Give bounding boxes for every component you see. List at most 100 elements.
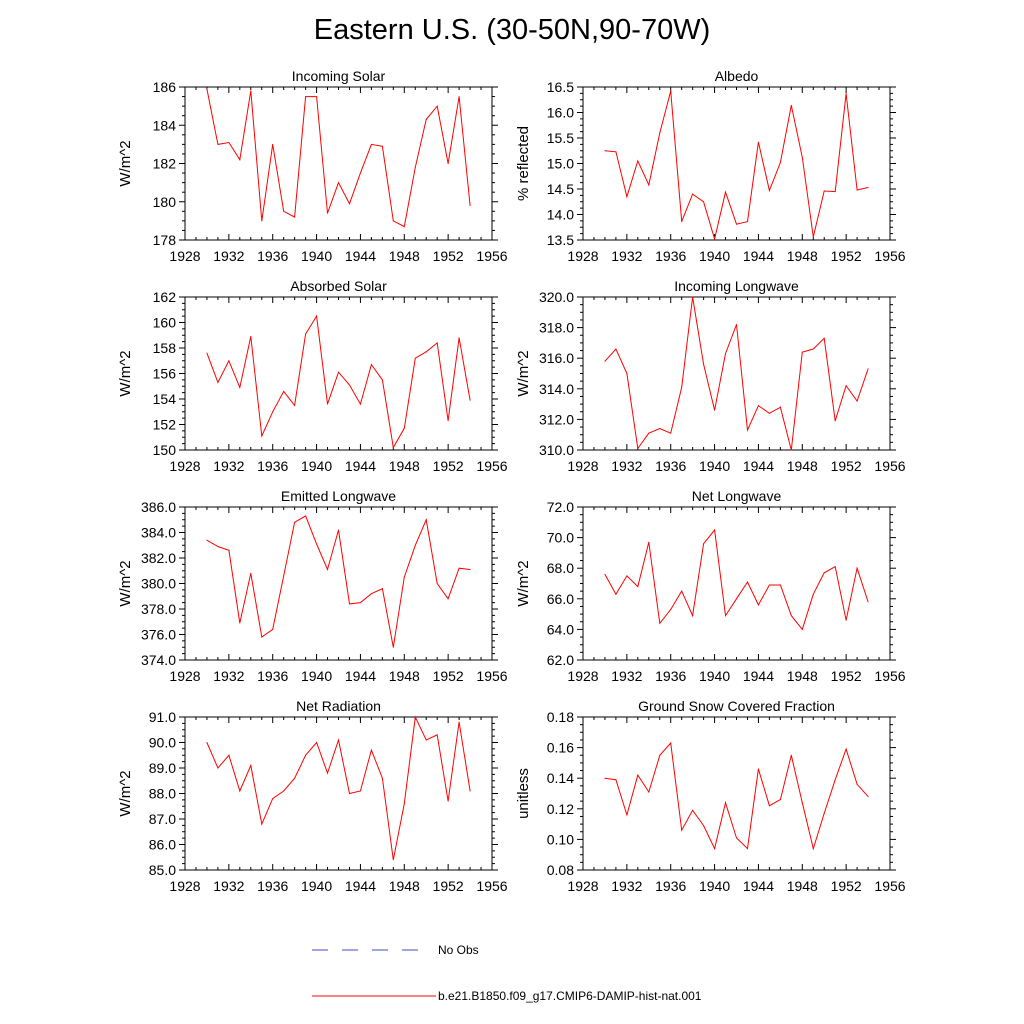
data-point [206, 539, 208, 541]
data-point [436, 342, 438, 344]
data-point [681, 386, 683, 388]
y-axis-label: W/m^2 [515, 560, 532, 606]
data-point [458, 567, 460, 569]
x-tick-label: 1948 [389, 668, 420, 684]
data-point [681, 221, 683, 223]
y-tick-label: 91.0 [149, 709, 176, 725]
data-point [294, 521, 296, 523]
data-point [670, 90, 672, 92]
panel-net-radiation: Net Radiation W/m^2 1928 1932 1936 1940 1944 19… [117, 698, 508, 894]
legend-label-no-obs: No Obs [438, 943, 479, 957]
x-tick-label: 1952 [433, 458, 464, 474]
y-tick-label: 89.0 [149, 760, 176, 776]
data-point [370, 593, 372, 595]
legend-label-model: b.e21.B1850.f09_g17.CMIP6-DAMIP-hist-nat… [438, 989, 702, 1003]
x-tick-label: 1952 [831, 458, 862, 474]
data-point [327, 772, 329, 774]
data-point [239, 387, 241, 389]
plot-frame [582, 506, 891, 661]
data-point [626, 373, 628, 374]
panel-title: Albedo [715, 68, 759, 84]
y-tick-label: 68.0 [547, 560, 574, 576]
data-point [692, 193, 694, 195]
data-point [305, 754, 307, 756]
data-point [403, 427, 405, 429]
x-tick-label: 1928 [169, 668, 200, 684]
data-point [768, 805, 770, 807]
y-tick-label: 186 [153, 79, 177, 95]
x-tick-label: 1940 [699, 668, 730, 684]
y-tick-label: 382.0 [141, 550, 176, 566]
panel-net-longwave: Net Longwave W/m^2 1928 1932 1936 1940 1944 194… [515, 488, 906, 684]
data-point [779, 161, 781, 163]
x-tick-label: 1928 [567, 458, 598, 474]
data-point [370, 364, 372, 366]
y-tick-label: 14.5 [547, 181, 574, 197]
data-point [469, 399, 471, 401]
data-point [261, 636, 263, 638]
data-point [348, 203, 350, 205]
data-point [239, 159, 241, 161]
y-axis-label: W/m^2 [117, 770, 134, 816]
data-point [736, 223, 737, 225]
x-tick-label: 1956 [476, 458, 507, 474]
x-tick-label: 1956 [874, 878, 905, 894]
x-tick-label: 1928 [567, 248, 598, 264]
data-point [648, 791, 650, 793]
data-point [692, 296, 694, 298]
series-line-emitted-longwave [206, 515, 471, 648]
data-point [283, 210, 285, 212]
data-point [823, 572, 825, 574]
x-tick-label: 1932 [611, 668, 642, 684]
data-point [845, 385, 847, 387]
data-point [801, 156, 803, 158]
data-point [392, 446, 394, 448]
plot-frame [582, 296, 891, 451]
data-point [338, 371, 339, 373]
data-point [217, 767, 219, 769]
y-tick-label: 374.0 [141, 652, 176, 668]
x-tick-label: 1928 [567, 668, 598, 684]
x-tick-label: 1952 [831, 668, 862, 684]
data-point [637, 160, 639, 162]
y-tick-label: 310.0 [539, 442, 574, 458]
data-point [856, 567, 858, 569]
x-tick-label: 1956 [874, 248, 905, 264]
data-point [659, 754, 661, 756]
panel-absorbed-solar: Absorbed Solar W/m^2 1928 1932 1936 1940 1944 1… [117, 278, 508, 474]
data-point [370, 143, 372, 145]
data-point [381, 379, 383, 381]
data-point [469, 568, 471, 570]
data-point [626, 814, 628, 816]
y-axis-label: W/m^2 [515, 350, 532, 396]
x-tick-label: 1932 [213, 248, 244, 264]
y-tick-label: 0.10 [547, 831, 574, 847]
data-point [768, 412, 770, 414]
data-point [381, 777, 383, 779]
panel-title: Absorbed Solar [290, 278, 387, 294]
data-point [714, 848, 716, 850]
data-point [834, 191, 836, 193]
data-point [604, 360, 606, 362]
data-point [714, 409, 716, 411]
data-point [228, 360, 230, 362]
x-tick-label: 1940 [301, 458, 332, 474]
data-point [659, 622, 661, 624]
y-tick-label: 320.0 [539, 289, 574, 305]
data-point [714, 238, 716, 240]
data-point [403, 576, 405, 578]
x-tick-label: 1944 [743, 458, 774, 474]
data-point [414, 357, 416, 359]
series-line-net-longwave [604, 528, 869, 631]
data-point [381, 145, 383, 147]
data-point [250, 90, 252, 92]
x-tick-label: 1928 [169, 458, 200, 474]
data-point [316, 543, 318, 545]
x-tick-label: 1956 [874, 668, 905, 684]
data-point [736, 837, 737, 839]
data-point [272, 798, 274, 800]
data-point [458, 721, 460, 723]
data-point [283, 790, 285, 792]
data-point [294, 216, 296, 218]
data-point [425, 739, 427, 741]
